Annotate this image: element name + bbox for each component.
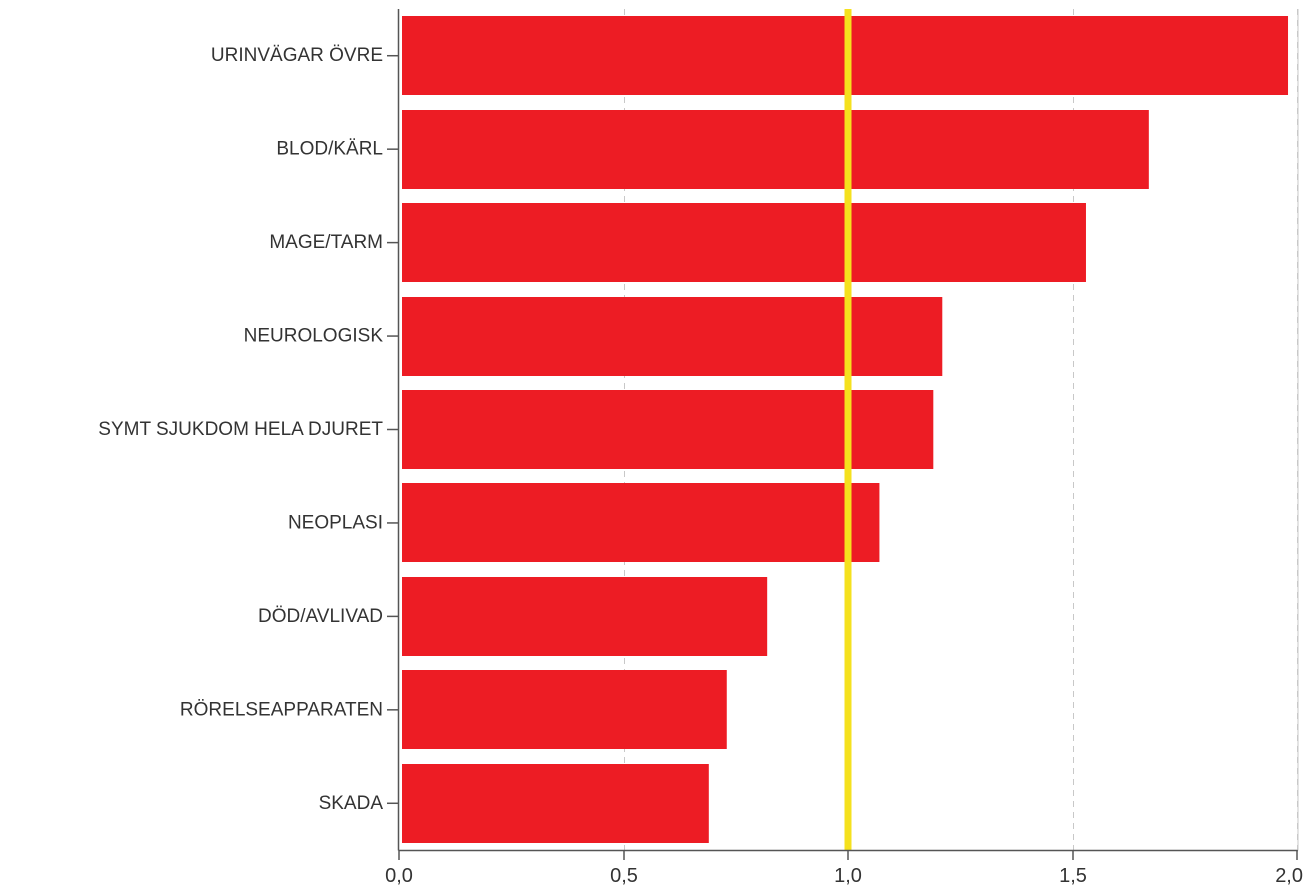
bar (402, 203, 1086, 282)
category-label: NEUROLOGISK (244, 326, 384, 347)
bar (402, 390, 934, 469)
category-label: SKADA (319, 793, 384, 814)
category-label: DÖD/AVLIVAD (258, 606, 383, 627)
x-tick-labels: 0,0 0,5 1,0 1,5 2,0 (385, 865, 1303, 887)
bar (402, 764, 709, 843)
category-label: NEOPLASI (288, 512, 383, 533)
axes (387, 9, 1299, 860)
bar (402, 577, 768, 656)
bar (402, 483, 880, 562)
bars (402, 16, 1289, 843)
bar (402, 297, 943, 376)
category-label: SYMT SJUKDOM HELA DJURET (98, 419, 383, 440)
category-label: BLOD/KÄRL (276, 139, 383, 160)
x-tick-label: 1,5 (1059, 865, 1087, 887)
bar (402, 110, 1149, 189)
category-labels: URINVÄGAR ÖVRE BLOD/KÄRL MAGE/TARM NEUROLOG… (98, 45, 383, 814)
category-label: URINVÄGAR ÖVRE (211, 45, 383, 66)
x-tick-label: 2,0 (1275, 865, 1303, 887)
bar (402, 670, 727, 749)
category-label: MAGE/TARM (269, 232, 383, 253)
x-tick-label: 0,0 (385, 865, 413, 887)
x-tick-label: 1,0 (834, 865, 862, 887)
category-label: RÖRELSEAPPARATEN (180, 699, 383, 720)
x-tick-label: 0,5 (610, 865, 638, 887)
